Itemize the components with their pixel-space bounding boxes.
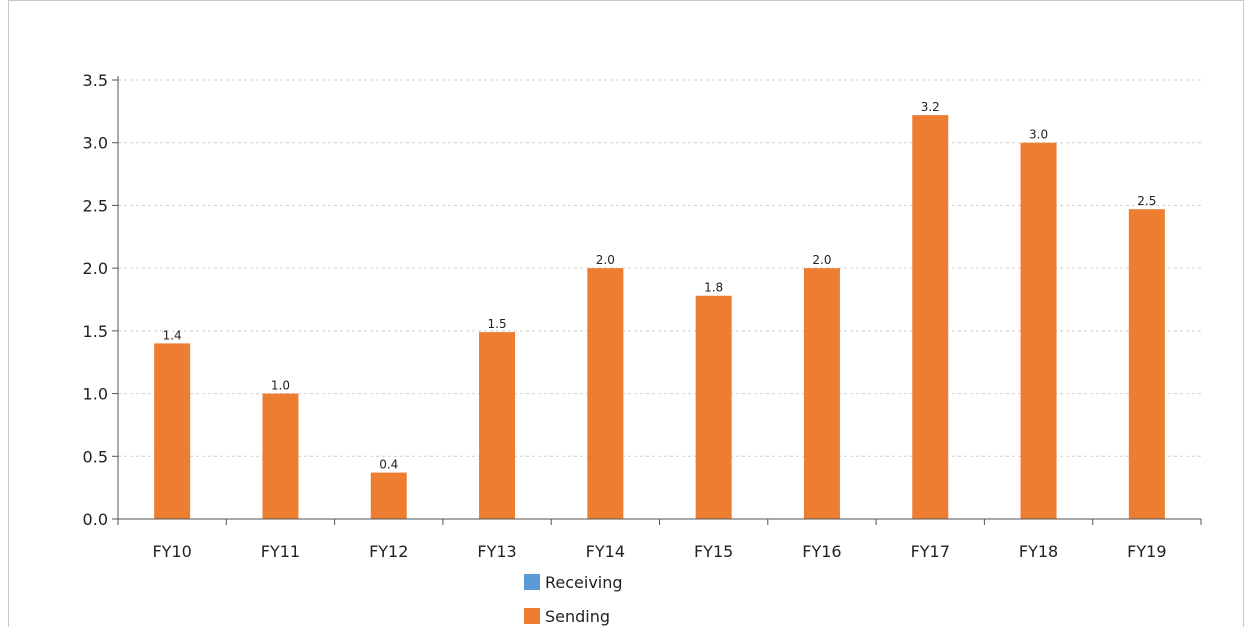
y-tick-label: 1.0	[83, 385, 108, 404]
data-label: 2.5	[1137, 194, 1156, 208]
x-tick-label: FY18	[1019, 542, 1058, 561]
data-label: 2.0	[812, 253, 831, 267]
bar-sending	[695, 295, 732, 519]
y-tick-label: 3.5	[83, 71, 108, 90]
axes: 0.0 0.5 1.0 1.5 2.0 2.5 3.0 3.5 FY10 FY11 FY12 FY13…	[83, 71, 1202, 561]
bar-sending	[1020, 142, 1057, 519]
y-tick-label: 3.0	[83, 134, 108, 153]
y-tick-label: 2.0	[83, 259, 108, 278]
bar-sending	[370, 472, 407, 519]
bar-sending	[479, 332, 516, 519]
legend-swatch	[524, 574, 540, 590]
y-tick-label: 1.5	[83, 322, 108, 341]
x-tick-label: FY15	[694, 542, 733, 561]
gridlines	[118, 79, 1201, 457]
legend-label: Sending	[545, 607, 610, 626]
x-tick-label: FY10	[152, 542, 191, 561]
bar-sending	[912, 115, 949, 520]
data-label: 3.0	[1029, 128, 1048, 142]
data-label: 1.8	[704, 281, 723, 295]
legend-swatch	[524, 608, 540, 624]
x-tick-label: FY17	[911, 542, 950, 561]
data-label: 1.5	[488, 317, 507, 331]
y-tick-label: 2.5	[83, 196, 108, 215]
y-tick-label: 0.0	[83, 510, 108, 529]
bar-sending	[1128, 209, 1165, 520]
x-tick-label: FY11	[261, 542, 300, 561]
bars: 1.4 1.0 0.4 1.5 2.0 1.8 2.0 3.2 3.0 2.5	[154, 100, 1165, 520]
bar-sending	[587, 268, 624, 519]
x-tick-label: FY14	[586, 542, 625, 561]
legend: Receiving Sending	[524, 573, 623, 626]
data-label: 1.4	[163, 328, 182, 342]
x-tick-label: FY12	[369, 542, 408, 561]
data-label: 1.0	[271, 379, 290, 393]
bar-sending	[803, 268, 840, 519]
legend-label: Receiving	[545, 573, 623, 592]
x-tick-label: FY16	[802, 542, 841, 561]
x-tick-label: FY19	[1127, 542, 1166, 561]
data-label: 3.2	[921, 100, 940, 114]
bar-sending	[262, 393, 299, 519]
data-label: 0.4	[379, 458, 398, 472]
y-tick-label: 0.5	[83, 447, 108, 466]
bar-sending	[154, 343, 191, 519]
data-label: 2.0	[596, 253, 615, 267]
x-tick-label: FY13	[477, 542, 516, 561]
